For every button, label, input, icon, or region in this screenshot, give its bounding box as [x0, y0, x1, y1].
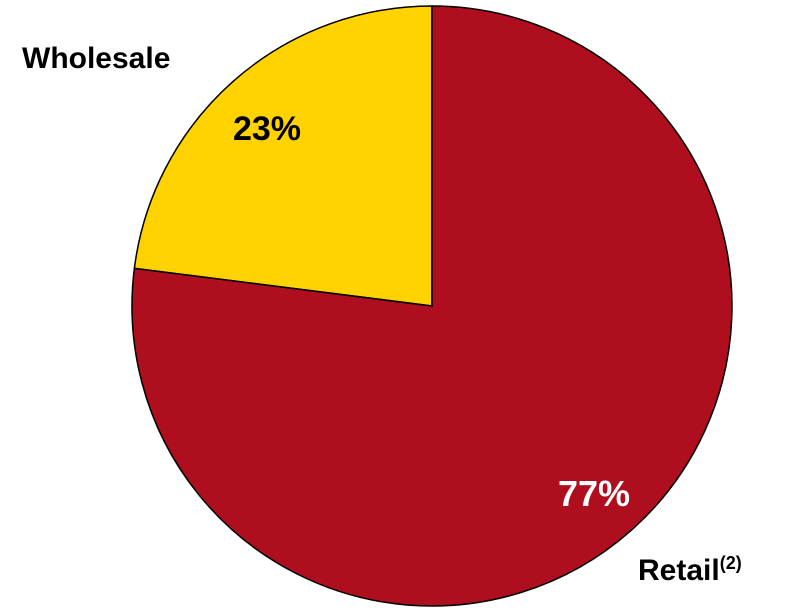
slices-layer	[131, 5, 733, 607]
pie-slice-wholesale	[133, 5, 433, 307]
labels-layer: 23% Wholesale 77% Retail(2)	[22, 42, 742, 587]
data-label-wholesale: 23%	[233, 110, 301, 148]
category-label-wholesale: Wholesale	[22, 42, 170, 75]
pie-slice-retail	[131, 5, 733, 607]
category-label-retail: Retail(2)	[638, 553, 742, 587]
footnote-marker-retail: (2)	[720, 553, 742, 573]
data-label-retail: 77%	[558, 473, 630, 514]
